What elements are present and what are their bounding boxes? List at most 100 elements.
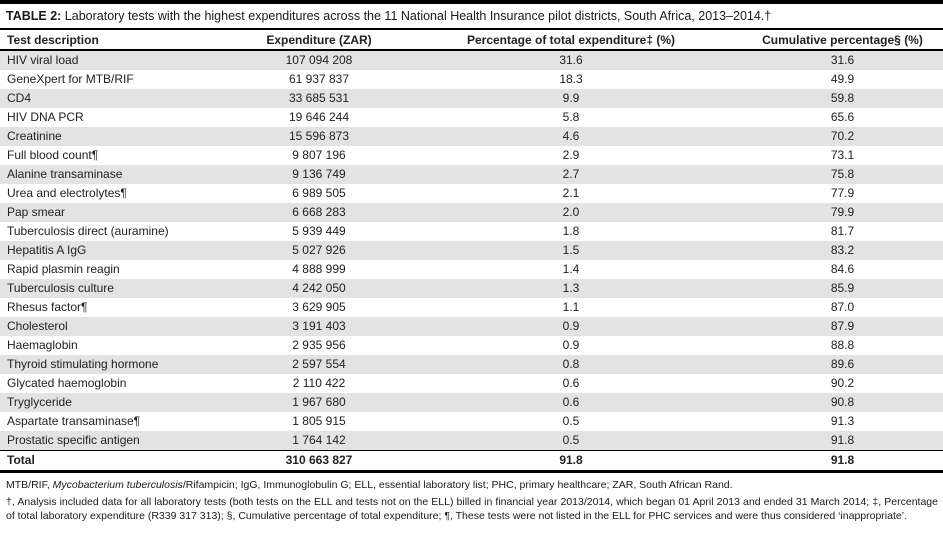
table-row: CD4 33 685 531 9.9 59.8 [0, 89, 943, 108]
table-row: Creatinine 15 596 873 4.6 70.2 [0, 127, 943, 146]
cell-percentage: 0.8 [562, 357, 580, 371]
cell-cumulative: 87.9 [830, 319, 855, 333]
table-row: Urea and electrolytes¶ 6 989 505 2.1 77.… [0, 184, 943, 203]
cell-test-description: CD4 [7, 91, 32, 105]
cell-percentage: 31.6 [559, 53, 583, 67]
cell-percentage: 1.5 [562, 243, 580, 257]
table-title-text: Laboratory tests with the highest expend… [61, 9, 772, 23]
table-row: HIV viral load 107 094 208 31.6 31.6 [0, 50, 943, 70]
cell-test-description: Hepatitis A IgG [7, 243, 87, 257]
cell-cumulative: 89.6 [830, 357, 855, 371]
cell-percentage: 2.0 [562, 205, 580, 219]
table-2-page: TABLE 2: Laboratory tests with the highe… [0, 0, 943, 523]
cell-cumulative: 73.1 [830, 148, 855, 162]
cell-expenditure: 3 629 905 [292, 300, 346, 314]
cell-percentage: 1.4 [562, 262, 580, 276]
cell-expenditure: 5 939 449 [292, 224, 346, 238]
cell-expenditure: 1 764 142 [292, 433, 346, 447]
cell-percentage: 1.3 [562, 281, 580, 295]
table-row: Pap smear 6 668 283 2.0 79.9 [0, 203, 943, 222]
cell-test-description: Glycated haemoglobin [7, 376, 127, 390]
footnotes: MTB/RIF, Mycobacterium tuberculosis/Rifa… [0, 473, 943, 523]
cell-test-description: Tuberculosis direct (auramine) [7, 224, 169, 238]
cell-cumulative: 83.2 [830, 243, 855, 257]
cell-expenditure: 19 646 244 [288, 110, 350, 124]
cell-percentage: 2.9 [562, 148, 580, 162]
top-rule [0, 0, 943, 4]
cell-test-description: Aspartate transaminase¶ [7, 414, 141, 428]
cell-cumulative: 85.9 [830, 281, 855, 295]
cell-test-description: Rhesus factor¶ [7, 300, 88, 314]
cell-expenditure: 6 989 505 [292, 186, 346, 200]
table-row: Rapid plasmin reagin 4 888 999 1.4 84.6 [0, 260, 943, 279]
cell-cumulative: 90.8 [830, 395, 855, 409]
expenditure-table: Test description Expenditure (ZAR) Perce… [0, 30, 943, 473]
cell-test-description: Pap smear [7, 205, 66, 219]
cell-percentage: 1.1 [562, 300, 580, 314]
cell-percentage: 0.5 [562, 433, 580, 447]
table-row: Tuberculosis culture 4 242 050 1.3 85.9 [0, 279, 943, 298]
header-cumulative-percentage: Cumulative percentage§ (%) [756, 30, 943, 51]
cell-percentage: 1.8 [562, 224, 580, 238]
table-row: GeneXpert for MTB/RIF 61 937 837 18.3 49… [0, 70, 943, 89]
cell-cumulative: 87.0 [830, 300, 855, 314]
cell-expenditure: 1 967 680 [292, 395, 346, 409]
cell-cumulative: 75.8 [830, 167, 855, 181]
cell-expenditure: 4 888 999 [292, 262, 346, 276]
cell-percentage: 0.6 [562, 395, 580, 409]
cell-test-description: Prostatic specific antigen [7, 433, 140, 447]
cell-percentage: 0.5 [562, 414, 580, 428]
table-row: HIV DNA PCR 19 646 244 5.8 65.6 [0, 108, 943, 127]
table-row: Alanine transaminase 9 136 749 2.7 75.8 [0, 165, 943, 184]
cell-cumulative: 91.3 [830, 414, 855, 428]
cell-test-description: GeneXpert for MTB/RIF [7, 72, 134, 86]
cell-percentage: 9.9 [562, 91, 580, 105]
total-expenditure: 310 663 827 [252, 450, 386, 473]
cell-test-description: Tuberculosis culture [7, 281, 114, 295]
cell-test-description: HIV viral load [7, 53, 79, 67]
table-row: Prostatic specific antigen 1 764 142 0.5… [0, 431, 943, 451]
cell-test-description: Cholesterol [7, 319, 68, 333]
header-percentage-of-total: Percentage of total expenditure‡ (%) [386, 30, 756, 51]
abbrev-suffix: /Rifampicin; IgG, Immunoglobulin G; ELL,… [182, 479, 733, 491]
cell-percentage: 4.6 [562, 129, 580, 143]
cell-expenditure: 107 094 208 [285, 53, 353, 67]
cell-test-description: Urea and electrolytes¶ [7, 186, 127, 200]
cell-test-description: Rapid plasmin reagin [7, 262, 120, 276]
cell-percentage: 0.9 [562, 338, 580, 352]
cell-percentage: 0.6 [562, 376, 580, 390]
cell-percentage: 2.1 [562, 186, 580, 200]
cell-test-description: Creatinine [7, 129, 62, 143]
table-row: Haemaglobin 2 935 956 0.9 88.8 [0, 336, 943, 355]
total-cumulative: 91.8 [756, 450, 943, 473]
cell-percentage: 2.7 [562, 167, 580, 181]
total-percentage: 91.8 [386, 450, 756, 473]
table-row: Tuberculosis direct (auramine) 5 939 449… [0, 222, 943, 241]
cell-cumulative: 49.9 [830, 72, 855, 86]
table-row: Hepatitis A IgG 5 027 926 1.5 83.2 [0, 241, 943, 260]
table-row: Full blood count¶ 9 807 196 2.9 73.1 [0, 146, 943, 165]
abbrev-italic-term: Mycobacterium tuberculosis [52, 479, 183, 491]
abbreviations-note: MTB/RIF, Mycobacterium tuberculosis/Rifa… [6, 479, 938, 492]
table-row: Tryglyceride 1 967 680 0.6 90.8 [0, 393, 943, 412]
cell-cumulative: 79.9 [830, 205, 855, 219]
cell-expenditure: 4 242 050 [292, 281, 346, 295]
cell-cumulative: 59.8 [830, 91, 855, 105]
table-title: TABLE 2: Laboratory tests with the highe… [0, 4, 943, 30]
cell-test-description: Tryglyceride [7, 395, 72, 409]
cell-percentage: 18.3 [559, 72, 583, 86]
cell-expenditure: 2 110 422 [292, 376, 346, 390]
table-row: Cholesterol 3 191 403 0.9 87.9 [0, 317, 943, 336]
header-test-description: Test description [0, 30, 252, 51]
cell-cumulative: 65.6 [830, 110, 855, 124]
table-body: HIV viral load 107 094 208 31.6 31.6 Gen… [0, 50, 943, 451]
cell-test-description: Alanine transaminase [7, 167, 123, 181]
cell-expenditure: 2 597 554 [292, 357, 346, 371]
table-row: Glycated haemoglobin 2 110 422 0.6 90.2 [0, 374, 943, 393]
cell-test-description: Thyroid stimulating hormone [7, 357, 159, 371]
table-row: Rhesus factor¶ 3 629 905 1.1 87.0 [0, 298, 943, 317]
cell-percentage: 5.8 [562, 110, 580, 124]
table-title-label: TABLE 2: [6, 9, 62, 23]
cell-cumulative: 88.8 [830, 338, 855, 352]
symbol-notes: †, Analysis included data for all labora… [6, 496, 938, 522]
